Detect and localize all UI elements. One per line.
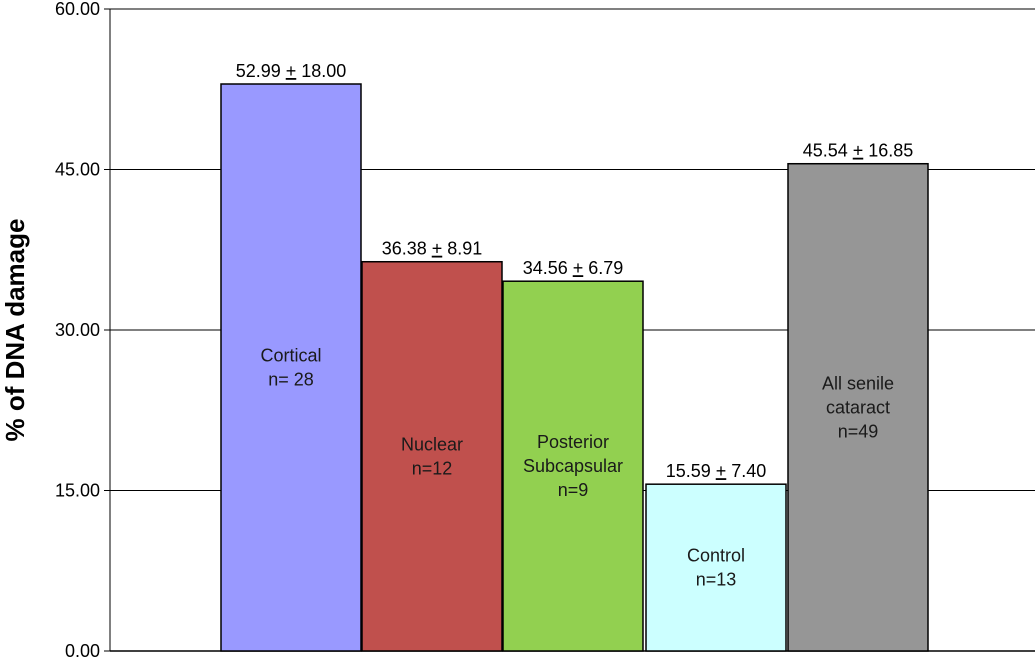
bar-category-line: cataract bbox=[826, 397, 890, 417]
plus-minus-sign: + bbox=[853, 141, 864, 161]
y-axis-label: % of DNA damage bbox=[0, 219, 30, 442]
y-tick-label: 15.00 bbox=[55, 481, 100, 501]
bar-category-line: Subcapsular bbox=[523, 456, 623, 476]
plus-minus-sign: + bbox=[573, 258, 584, 278]
bar-value-label: 34.56 + 6.79 bbox=[523, 258, 624, 278]
bar-category-line: n=49 bbox=[838, 421, 879, 441]
bar-category-label: Nuclear n=12 bbox=[401, 434, 463, 478]
sd-value: 18.00 bbox=[296, 61, 346, 81]
bar-category-label: Control n=13 bbox=[687, 546, 745, 590]
y-axis: 0.00 15.00 30.00 45.00 60.00 bbox=[55, 0, 1035, 659]
sd-value: 8.91 bbox=[442, 239, 482, 259]
bar-category-line: Cortical bbox=[260, 346, 321, 366]
bar-category-line: n=13 bbox=[696, 570, 737, 590]
bar-value-label: 15.59 + 7.40 bbox=[666, 461, 767, 481]
y-tick-label: 60.00 bbox=[55, 0, 100, 19]
bar-category-label: Cortical n= 28 bbox=[260, 346, 321, 390]
mean-value: 15.59 bbox=[666, 461, 716, 481]
y-tick-label: 0.00 bbox=[65, 641, 100, 659]
sd-value: 16.85 bbox=[863, 141, 913, 161]
mean-value: 34.56 bbox=[523, 258, 573, 278]
bar bbox=[502, 280, 644, 652]
bar bbox=[787, 162, 929, 652]
bar-labels: 52.99 + 18.00 36.38 + 8.91 34.56 + 6.79 15.… bbox=[236, 61, 914, 590]
sd-value: 7.40 bbox=[726, 461, 766, 481]
bar bbox=[645, 483, 787, 652]
plus-minus-sign: + bbox=[716, 461, 727, 481]
bar-category-line: Control bbox=[687, 546, 745, 566]
mean-value: 36.38 bbox=[382, 239, 432, 259]
bar-category-line: Posterior bbox=[537, 432, 609, 452]
bar-value-label: 52.99 + 18.00 bbox=[236, 61, 347, 81]
bar-category-line: n=12 bbox=[412, 458, 453, 478]
bar bbox=[361, 260, 503, 652]
y-tick-label: 45.00 bbox=[55, 160, 100, 180]
plus-minus-sign: + bbox=[432, 239, 443, 259]
bars bbox=[220, 83, 929, 652]
plus-minus-sign: + bbox=[286, 61, 297, 81]
bar-category-line: n=9 bbox=[558, 480, 589, 500]
sd-value: 6.79 bbox=[583, 258, 623, 278]
bar-value-label: 36.38 + 8.91 bbox=[382, 239, 483, 259]
bar-category-line: All senile bbox=[822, 373, 894, 393]
mean-value: 45.54 bbox=[803, 141, 853, 161]
bar-category-line: n= 28 bbox=[268, 370, 314, 390]
mean-value: 52.99 bbox=[236, 61, 286, 81]
bar-category-line: Nuclear bbox=[401, 434, 463, 454]
bar-value-label: 45.54 + 16.85 bbox=[803, 141, 914, 161]
bar-category-label: All senile cataract n=49 bbox=[822, 373, 894, 441]
bar-category-label: Posterior Subcapsular n=9 bbox=[523, 432, 623, 500]
y-tick-label: 30.00 bbox=[55, 320, 100, 340]
bar bbox=[220, 83, 362, 652]
